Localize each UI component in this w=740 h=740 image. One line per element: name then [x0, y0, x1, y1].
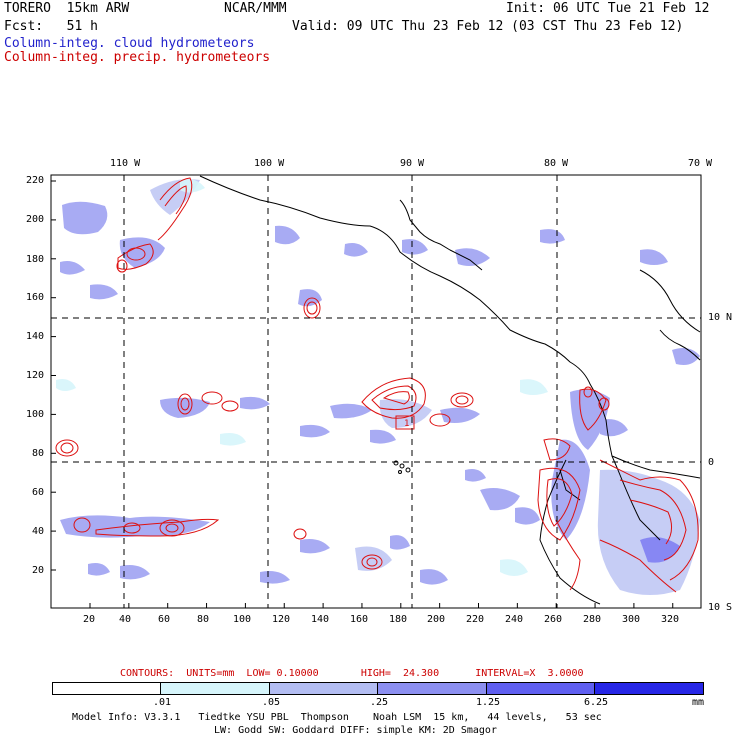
x-tick: 280: [583, 614, 602, 625]
coastline: [199, 175, 701, 605]
x-tick: 220: [466, 614, 485, 625]
forecast-hour: Fcst: 51 h: [4, 19, 98, 34]
y-tick: 200: [26, 214, 45, 225]
legend-threshold: 6.25: [584, 697, 609, 708]
lon-label-80w: 80 W: [544, 158, 569, 169]
contour-label: 1: [404, 419, 409, 429]
lon-label-90w: 90 W: [400, 158, 425, 169]
x-tick: 60: [158, 614, 171, 625]
y-tick: 80: [32, 448, 45, 459]
field-cloud-label: Column-integ. cloud hydrometeors: [4, 36, 255, 51]
contour-info: CONTOURS: UNITS=mm LOW= 0.10000 HIGH= 24…: [120, 668, 584, 679]
x-tick: 140: [311, 614, 330, 625]
legend-swatch: [486, 683, 595, 694]
y-tick: 180: [26, 254, 45, 265]
x-tick: 20: [83, 614, 96, 625]
init-time: Init: 06 UTC Tue 21 Feb 12: [506, 1, 710, 16]
physics-info: LW: Godd SW: Goddard DIFF: simple KM: 2D…: [214, 725, 497, 736]
precip-contours: [55, 177, 699, 593]
x-tick: 240: [505, 614, 524, 625]
x-tick: 180: [389, 614, 408, 625]
x-tick: 300: [622, 614, 641, 625]
legend-threshold: .05: [262, 697, 281, 708]
light-cloud-shading: [56, 179, 548, 576]
lat-label-10n: 10 N: [708, 312, 733, 323]
y-tick: 160: [26, 292, 45, 303]
organization: NCAR/MMM: [224, 1, 287, 16]
x-tick: 100: [233, 614, 252, 625]
legend-swatch: [161, 683, 270, 694]
lat-label-0: 0: [708, 457, 715, 468]
legend-swatch: [269, 683, 378, 694]
galapagos-islands: [393, 460, 411, 474]
legend-swatch: [53, 683, 161, 694]
x-tick: 320: [661, 614, 680, 625]
model-name: TORERO 15km ARW: [4, 1, 130, 16]
legend-swatch: [378, 683, 487, 694]
legend-threshold: .25: [370, 697, 389, 708]
cloud-shading: [60, 179, 700, 595]
lon-label-70w: 70 W: [688, 158, 713, 169]
lon-label-110w: 110 W: [110, 158, 141, 169]
legend-threshold: 1.25: [476, 697, 501, 708]
x-tick: 160: [350, 614, 369, 625]
x-tick: 120: [272, 614, 291, 625]
x-tick: 40: [119, 614, 132, 625]
legend-threshold: .01: [153, 697, 172, 708]
y-tick: 220: [26, 175, 45, 186]
valid-time: Valid: 09 UTC Thu 23 Feb 12 (03 CST Thu …: [292, 19, 684, 34]
legend-swatch: [595, 683, 703, 694]
y-tick: 20: [32, 565, 45, 576]
model-info: Model Info: V3.3.1 Tiedtke YSU PBL Thomp…: [72, 712, 602, 723]
borders: [399, 199, 661, 541]
y-tick: 40: [32, 526, 45, 537]
y-tick: 60: [32, 487, 45, 498]
lat-label-10s: 10 S: [708, 602, 733, 613]
lat-lon-grid: [51, 175, 701, 608]
x-tick: 200: [427, 614, 446, 625]
y-tick: 120: [26, 370, 45, 381]
color-legend: [52, 682, 704, 695]
x-tick: 80: [197, 614, 210, 625]
x-tick: 260: [544, 614, 563, 625]
y-tick: 140: [26, 331, 45, 342]
lon-label-100w: 100 W: [254, 158, 285, 169]
legend-unit: mm: [692, 697, 705, 708]
y-tick: 100: [26, 409, 45, 420]
field-precip-label: Column-integ. precip. hydrometeors: [4, 50, 271, 65]
map-frame: [50, 174, 702, 609]
